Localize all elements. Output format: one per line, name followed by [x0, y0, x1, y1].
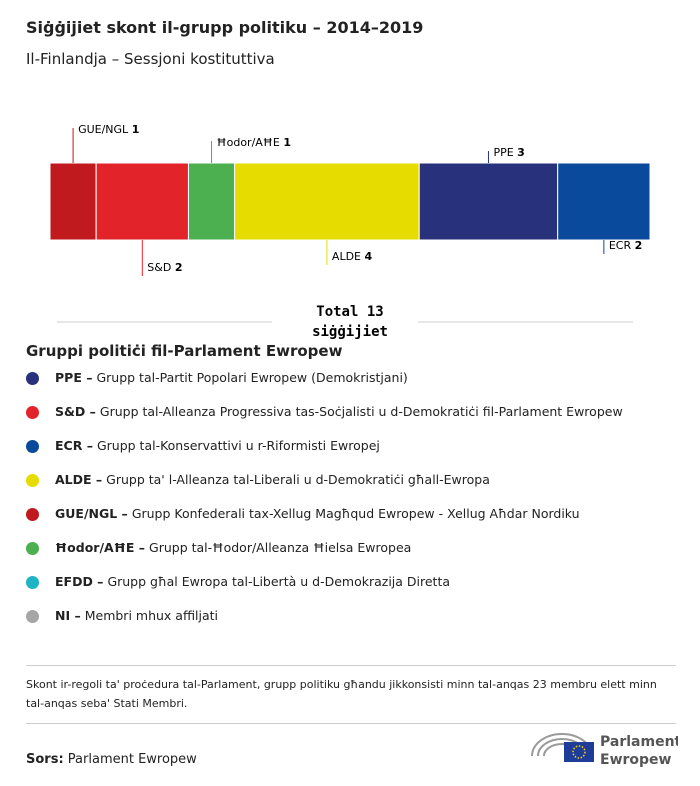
subtitle: Il-Finlandja – Sessjoni kostituttiva	[26, 50, 275, 68]
legend-description: Grupp tal-Alleanza Progressiva tas-Soċja…	[99, 404, 623, 419]
segment-name: Ħodor/AĦE	[217, 136, 280, 149]
legend-swatch	[26, 610, 39, 623]
segment-name: GUE/NGL	[78, 123, 129, 136]
source-label: Sors:	[26, 752, 64, 767]
logo-line2: Ewropew	[600, 752, 672, 768]
legend-item: S&D – Grupp tal-Alleanza Progressiva tas-…	[24, 404, 623, 438]
segment-value: 2	[175, 261, 183, 274]
bar-segment	[418, 162, 559, 241]
legend-title: Gruppi politiċi fil-Parlament Ewropew	[26, 342, 343, 360]
legend-swatch	[26, 576, 39, 589]
bar-segment	[49, 162, 97, 241]
segment-value: 4	[365, 250, 373, 263]
legend-description: Grupp tal-Konservattivi u r-Riformisti E…	[96, 438, 380, 453]
legend-label: S&D –	[55, 404, 96, 419]
total: Total 13 siġġijiet	[312, 304, 388, 340]
source: Sors: Parlament Ewropew	[26, 752, 197, 767]
chart: Total 13 siġġijiet GUE/NGL 1S&D 2Ħodor/AĦ…	[49, 123, 651, 340]
legend-label: PPE –	[55, 370, 93, 385]
segment-value: 2	[635, 239, 643, 252]
segment-value: 3	[517, 146, 525, 159]
legend-item: PPE – Grupp tal-Partit Popolari Ewropew (…	[24, 370, 623, 404]
legend-label: GUE/NGL –	[55, 506, 128, 521]
note: Skont ir-regoli ta' proċedura tal-Parlam…	[26, 665, 676, 724]
source-text: Parlament Ewropew	[67, 752, 197, 767]
segment-label: ECR 2	[609, 239, 642, 252]
total-value: 13	[367, 304, 384, 320]
legend-item: ALDE – Grupp ta' l-Alleanza tal-Liberali …	[24, 472, 623, 506]
segment-value: 1	[283, 136, 291, 149]
legend-swatch	[26, 542, 39, 555]
segment-label: Ħodor/AĦE 1	[217, 136, 291, 149]
bar-segment	[234, 162, 420, 241]
segment-name: ALDE	[332, 250, 361, 263]
legend-description: Grupp għal Ewropa tal-Libertà u d-Demokr…	[107, 574, 451, 589]
legend-description: Membri mhux affiljati	[84, 608, 219, 623]
segment-name: S&D	[147, 261, 171, 274]
legend-label: ALDE –	[55, 472, 103, 487]
legend-label: ECR –	[55, 438, 93, 453]
legend-item: ECR – Grupp tal-Konservattivi u r-Riformi…	[24, 438, 623, 472]
legend-swatch	[26, 440, 39, 453]
legend-description: Grupp ta' l-Alleanza tal-Liberali u d-De…	[106, 472, 490, 487]
segment-label: S&D 2	[147, 261, 182, 274]
segment-name: ECR	[609, 239, 632, 252]
bar-segment	[557, 162, 651, 241]
legend-description: Grupp Konfederali tax-Xellug Magħqud Ewr…	[131, 506, 580, 521]
legend-swatch	[26, 372, 39, 385]
segment-name: PPE	[493, 146, 513, 159]
legend-swatch	[26, 474, 39, 487]
segment-label: GUE/NGL 1	[78, 123, 139, 136]
legend-swatch	[26, 508, 39, 521]
bar-segment	[187, 162, 236, 241]
logo-line1: Parlament	[600, 734, 678, 750]
legend-item: GUE/NGL – Grupp Konfederali tax-Xellug Ma…	[24, 506, 623, 540]
total-unit: siġġijiet	[312, 324, 388, 340]
logo: Parlament Ewropew	[531, 733, 678, 768]
legend-swatch	[26, 406, 39, 419]
legend-item: Ħodor/AĦE – Grupp tal-Ħodor/Alleanza Ħiel…	[24, 540, 623, 574]
legend: PPE – Grupp tal-Partit Popolari Ewropew (…	[24, 370, 623, 642]
segment-label: ALDE 4	[332, 250, 373, 263]
total-label: Total	[316, 304, 358, 320]
bar-segment	[95, 162, 189, 241]
legend-description: Grupp tal-Ħodor/Alleanza Ħielsa Ewropea	[149, 540, 412, 555]
segment-label: PPE 3	[493, 146, 524, 159]
legend-label: EFDD –	[55, 574, 104, 589]
legend-description: Grupp tal-Partit Popolari Ewropew (Demok…	[96, 370, 408, 385]
legend-item: EFDD – Grupp għal Ewropa tal-Libertà u d-…	[24, 574, 623, 608]
title: Siġġijiet skont il-grupp politiku – 2014…	[26, 18, 424, 37]
segment-value: 1	[132, 123, 140, 136]
legend-item: NI – Membri mhux affiljati	[24, 608, 623, 642]
legend-label: NI –	[55, 608, 81, 623]
legend-label: Ħodor/AĦE –	[55, 540, 146, 555]
